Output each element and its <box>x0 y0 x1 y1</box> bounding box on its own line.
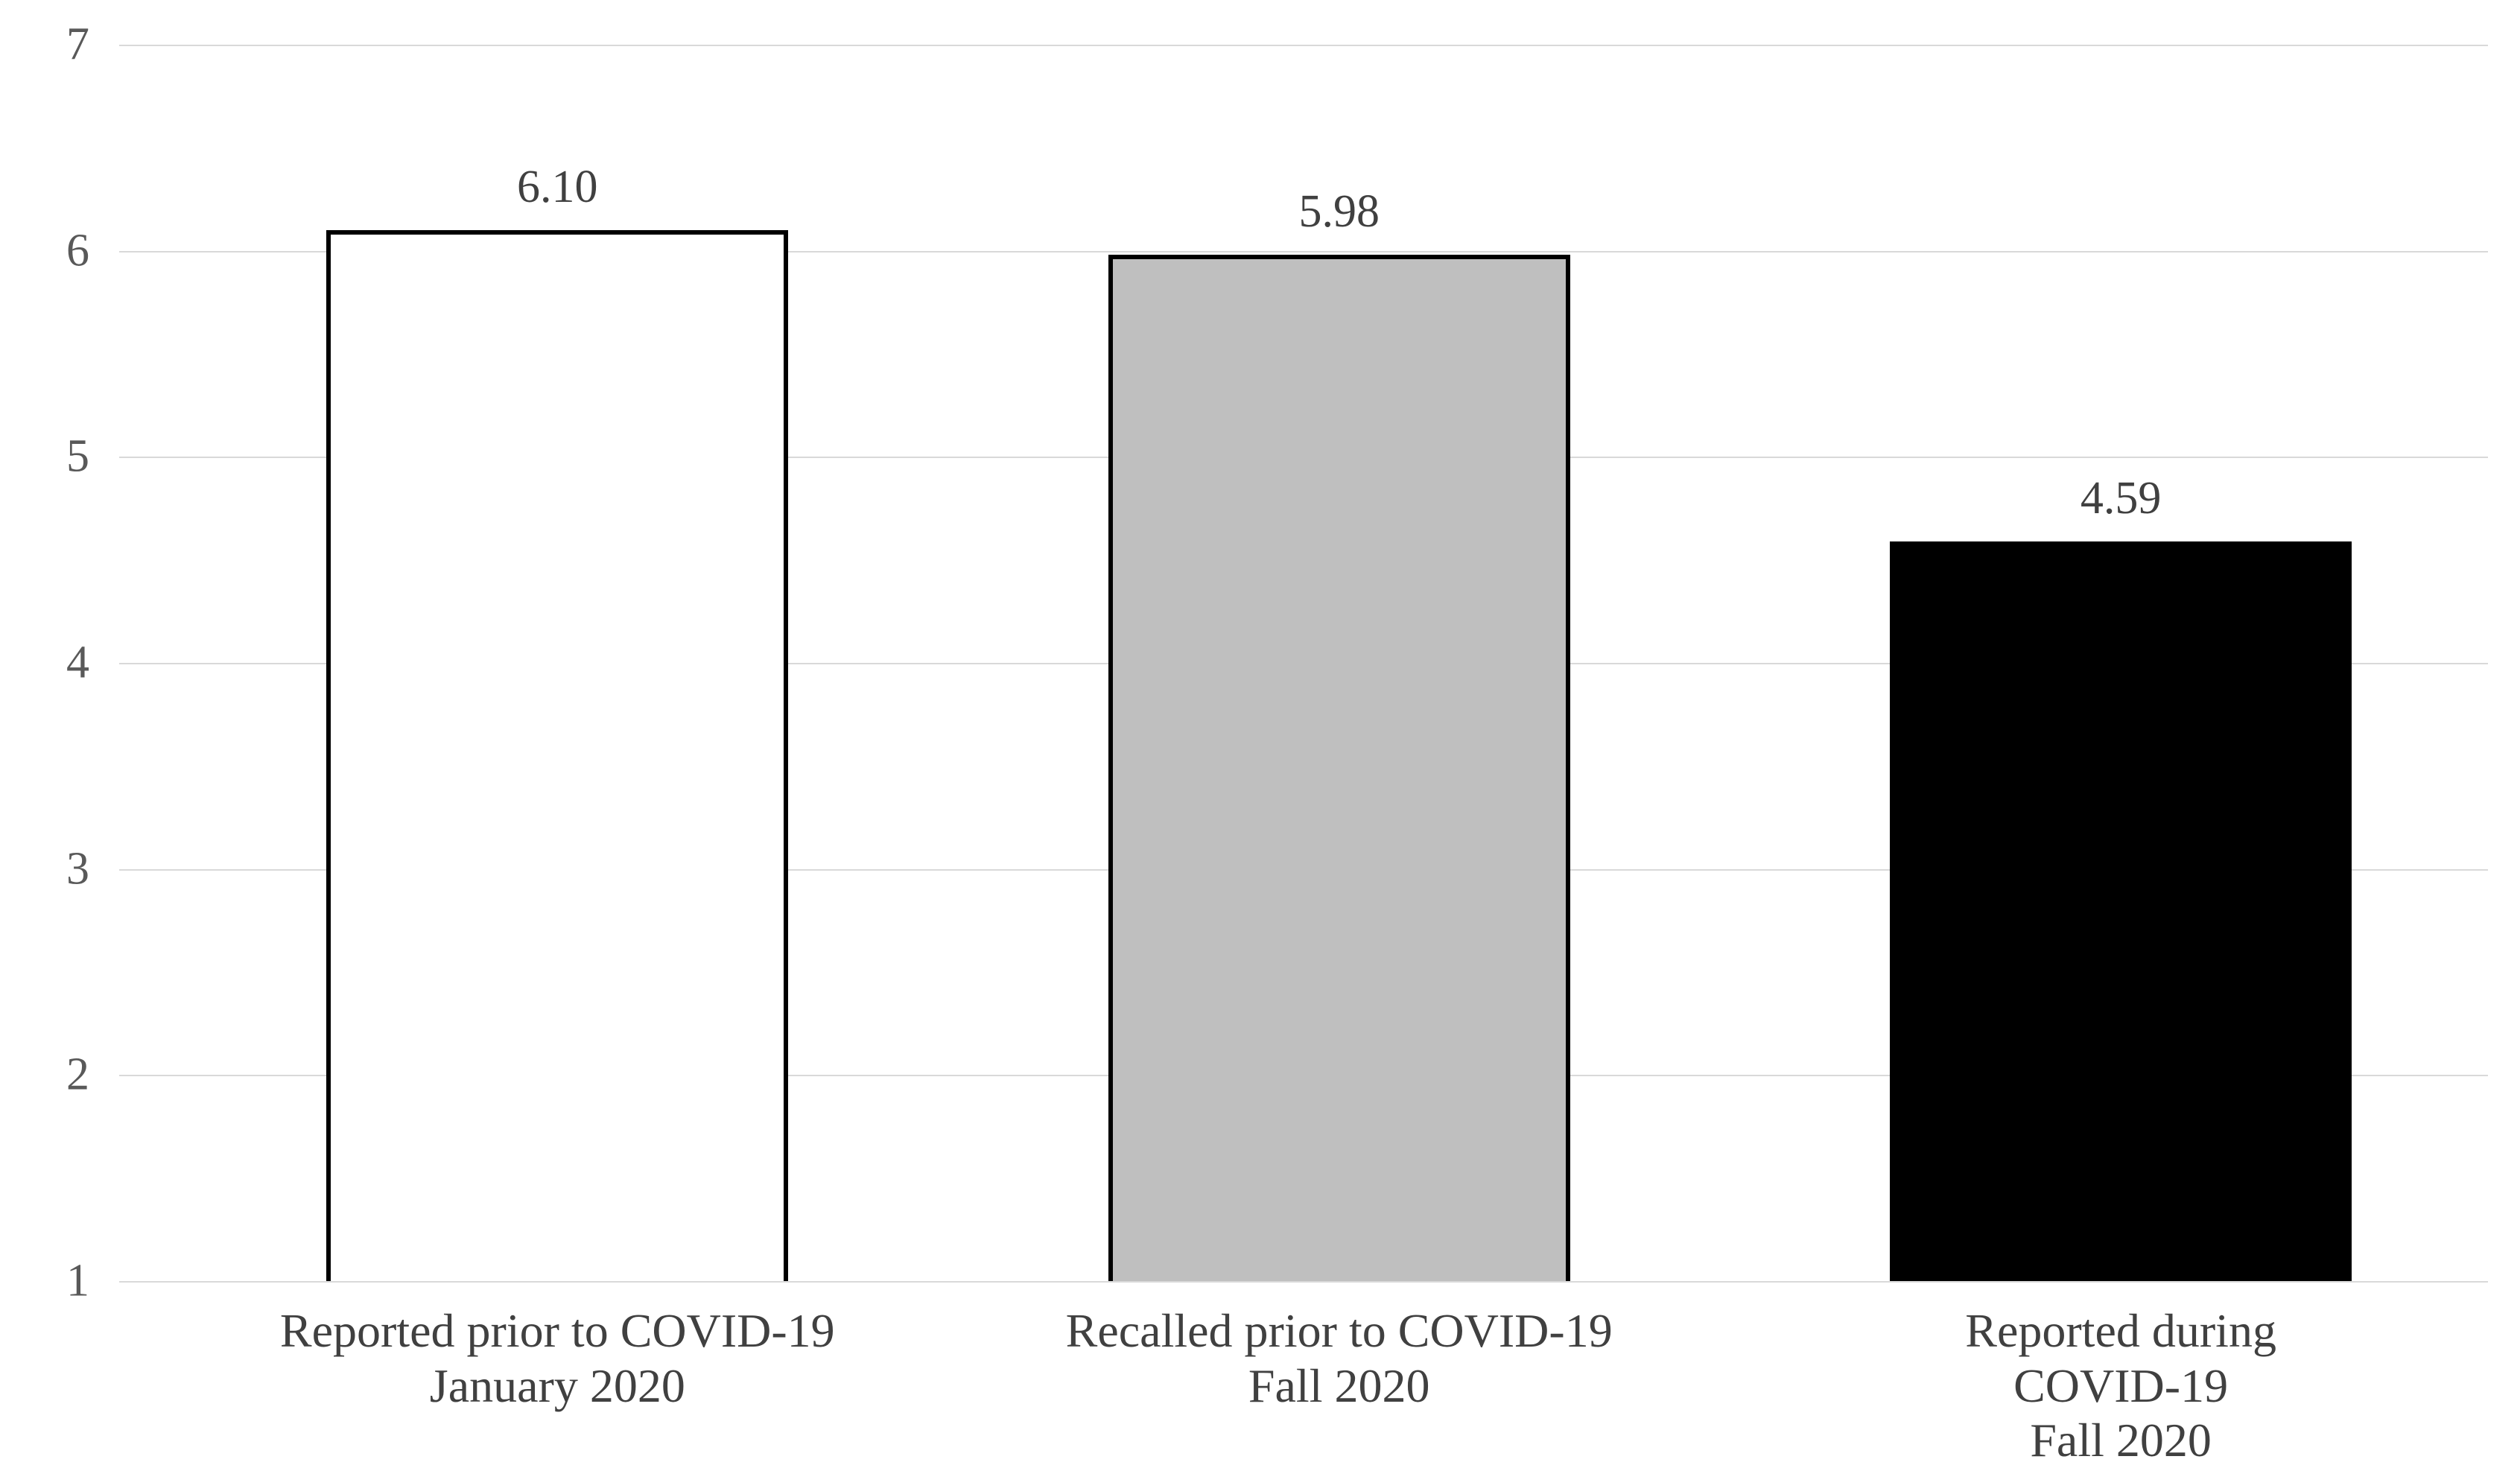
bar <box>326 230 788 1281</box>
x-tick-label: Recalled prior to COVID-19Fall 2020 <box>1066 1303 1613 1413</box>
bar-value-label: 6.10 <box>517 161 598 214</box>
y-tick-label: 1 <box>0 1255 89 1308</box>
bar <box>1890 541 2352 1281</box>
y-tick-label: 7 <box>0 19 89 72</box>
bar <box>1108 255 1570 1281</box>
plot-area: 6.10 5.98 4.59 <box>119 45 2488 1281</box>
grid-line <box>119 45 2488 46</box>
y-tick-label: 5 <box>0 430 89 483</box>
bar-value-label: 4.59 <box>2081 472 2162 525</box>
x-tick-label: Reported prior to COVID-19January 2020 <box>280 1303 835 1413</box>
y-tick-label: 3 <box>0 842 89 895</box>
x-tick-label-line: Fall 2020 <box>1921 1413 2320 1468</box>
y-tick-label: 6 <box>0 224 89 277</box>
x-tick-label: Reported during COVID-19Fall 2020 <box>1921 1303 2320 1468</box>
x-tick-label-line: January 2020 <box>280 1359 835 1414</box>
grid-line <box>119 1281 2488 1283</box>
y-tick-label: 2 <box>0 1049 89 1102</box>
x-tick-label-line: Fall 2020 <box>1066 1359 1613 1414</box>
x-tick-label-line: Recalled prior to COVID-19 <box>1066 1303 1613 1359</box>
bar-chart: 6.10 5.98 4.59 1 2 3 4 5 6 7 Reported prior to CO… <box>0 0 2520 1458</box>
y-tick-label: 4 <box>0 637 89 690</box>
bar-value-label: 5.98 <box>1298 185 1380 238</box>
x-tick-label-line: Reported prior to COVID-19 <box>280 1303 835 1359</box>
x-tick-label-line: Reported during COVID-19 <box>1921 1303 2320 1413</box>
